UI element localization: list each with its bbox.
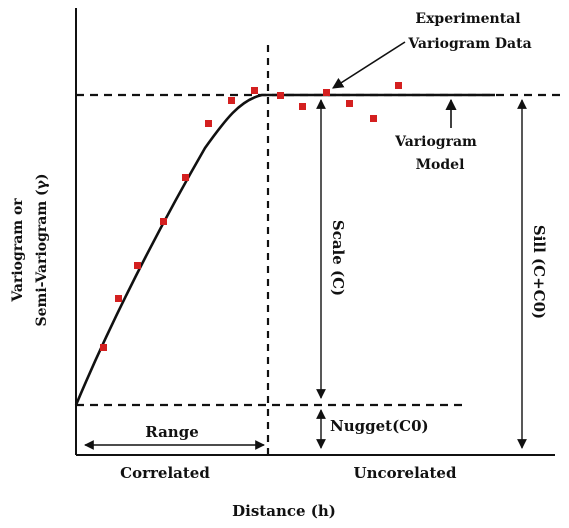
data-point <box>115 295 122 302</box>
scale-label: Scale (C) <box>329 220 347 296</box>
data-point <box>299 103 306 110</box>
data-point <box>134 262 141 269</box>
y-axis-label-line2: Semi-Variogram (γ) <box>34 173 50 326</box>
y-axis-label-line1: Variogram or <box>10 198 26 303</box>
range-label: Range <box>145 423 198 441</box>
x-axis-label: Distance (h) <box>232 502 336 520</box>
data-point <box>251 87 258 94</box>
uncorrelated-label: Uncorelated <box>354 464 457 482</box>
data-point <box>370 115 377 122</box>
data-point <box>182 174 189 181</box>
annotation-model-line1: Variogram <box>394 134 477 150</box>
data-point <box>395 82 402 89</box>
variogram-model-curve <box>74 93 495 406</box>
data-point <box>346 100 353 107</box>
experimental-data-points <box>100 82 402 351</box>
nugget-label: Nugget(C0) <box>330 417 429 435</box>
data-point <box>205 120 212 127</box>
annotation-data-line1: Experimental <box>415 11 520 27</box>
data-point <box>228 97 235 104</box>
sill-label: Sill (C+C0) <box>530 225 548 319</box>
data-callout-arrow <box>332 41 406 89</box>
correlated-label: Correlated <box>120 464 210 482</box>
data-point <box>277 92 284 99</box>
data-point <box>100 344 107 351</box>
annotation-data-line2: Variogram Data <box>407 36 531 52</box>
data-point <box>323 89 330 96</box>
data-point <box>160 218 167 225</box>
annotation-model-line2: Model <box>416 157 465 173</box>
